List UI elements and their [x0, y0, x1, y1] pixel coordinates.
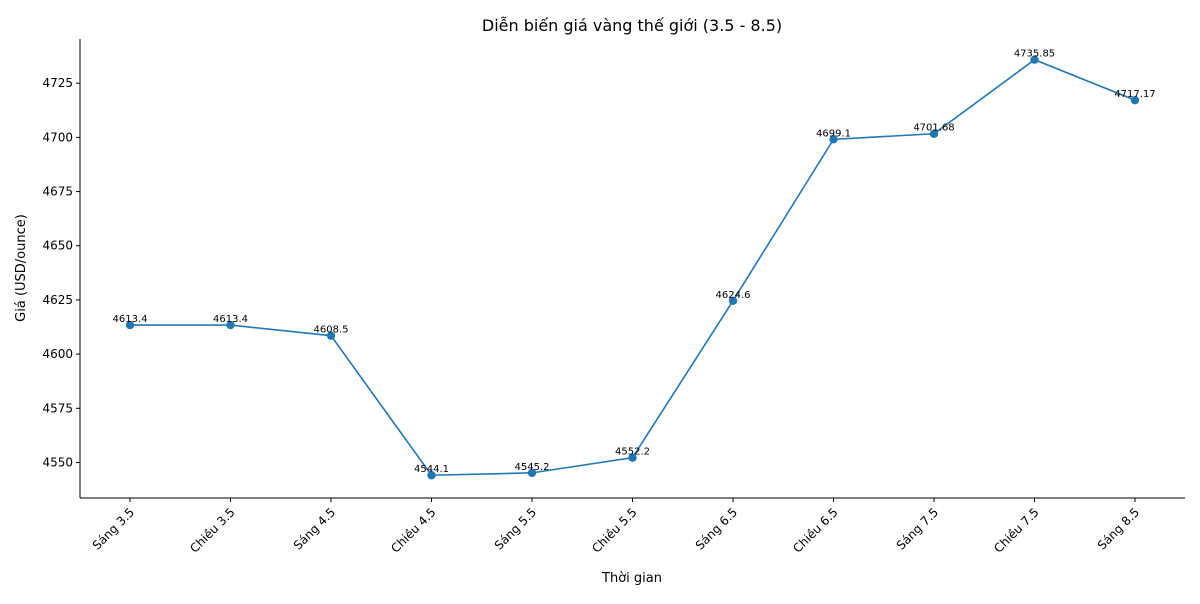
data-label: 4699.1: [816, 128, 851, 139]
data-point: [728, 296, 738, 305]
data-label: 4701.68: [913, 123, 954, 134]
data-label: 4613.4: [113, 314, 148, 325]
data-point: [326, 331, 336, 340]
x-tick-label: Chiều 4.5: [388, 505, 438, 555]
y-tick-label: 4575: [42, 401, 73, 415]
x-tick-label: Sáng 4.5: [291, 505, 338, 552]
y-tick-label: 4550: [42, 455, 73, 469]
x-tick-label: Sáng 3.5: [90, 505, 137, 552]
data-point: [628, 453, 637, 462]
data-point: [1130, 95, 1140, 105]
x-tick-label: Chiều 3.5: [187, 505, 237, 555]
y-tick-label: 4675: [42, 185, 73, 199]
data-point: [1030, 55, 1039, 64]
x-tick-label: Sáng 6.5: [693, 505, 740, 552]
chart-title: Diễn biến giá vàng thế giới (3.5 - 8.5): [482, 16, 782, 35]
y-tick-label: 4600: [42, 347, 73, 361]
data-label: 4624.6: [716, 290, 751, 301]
data-point: [427, 471, 436, 480]
x-tick-label: Chiều 6.5: [790, 505, 840, 555]
y-axis-label: Giá (USD/ounce): [14, 214, 29, 322]
data-point: [226, 320, 235, 330]
data-label: 4717.17: [1114, 89, 1155, 100]
data-label: 4608.5: [314, 325, 349, 336]
data-point: [829, 135, 838, 144]
x-tick-label: Chiều 7.5: [991, 505, 1041, 555]
data-label: 4552.2: [615, 447, 650, 458]
data-label: 4545.2: [515, 462, 550, 473]
data-label: 4735.85: [1014, 49, 1055, 60]
x-tick-label: Chiều 5.5: [589, 505, 639, 555]
x-tick-label: Sáng 5.5: [492, 505, 539, 552]
x-tick-label: Sáng 7.5: [894, 505, 941, 552]
y-tick-label: 4725: [42, 76, 73, 90]
data-point: [929, 129, 939, 138]
data-point: [125, 320, 135, 330]
y-tick-label: 4625: [42, 293, 73, 307]
data-label: 4613.4: [213, 314, 248, 325]
x-tick-label: Sáng 8.5: [1095, 505, 1142, 552]
x-axis-label: Thời gian: [601, 571, 662, 586]
y-tick-label: 4650: [42, 239, 73, 253]
plot-area: 4550 4575 4600 4625 4650 4675 4700 4725 Sáng 3.5…: [42, 39, 1185, 556]
data-label: 4544.1: [414, 464, 449, 475]
series-line: [130, 58, 1136, 477]
data-point: [527, 468, 537, 478]
y-tick-label: 4700: [42, 130, 73, 144]
